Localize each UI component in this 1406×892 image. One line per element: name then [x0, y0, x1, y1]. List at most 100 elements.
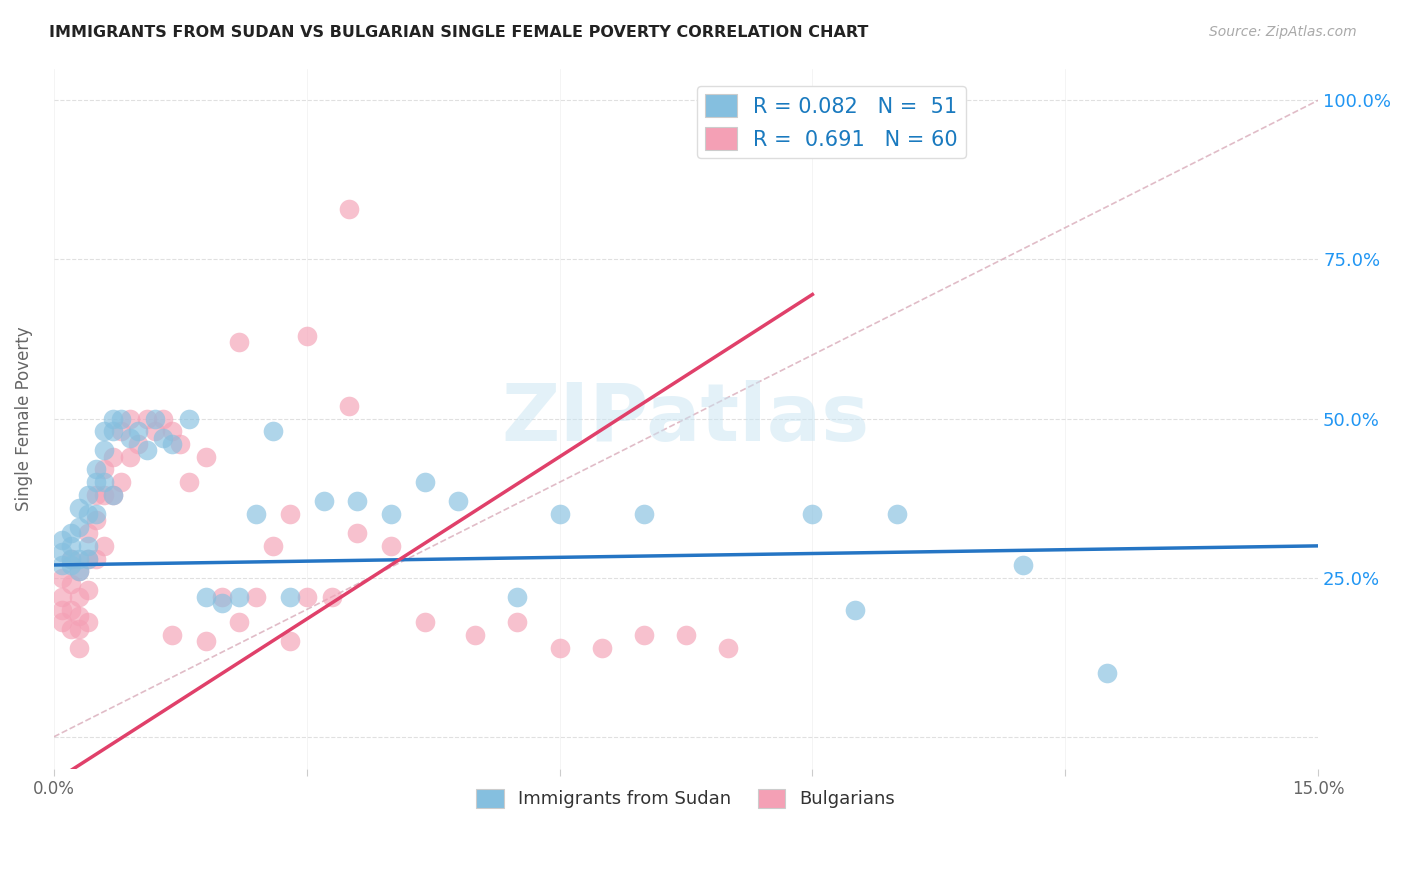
- Point: [169, 437, 191, 451]
- Point: [591, 640, 613, 655]
- Point: [101, 450, 124, 464]
- Point: [110, 411, 132, 425]
- Point: [110, 475, 132, 490]
- Point: [506, 590, 529, 604]
- Point: [548, 507, 571, 521]
- Point: [84, 513, 107, 527]
- Point: [675, 628, 697, 642]
- Point: [135, 411, 157, 425]
- Point: [160, 437, 183, 451]
- Point: [93, 539, 115, 553]
- Point: [51, 558, 73, 572]
- Point: [76, 526, 98, 541]
- Point: [76, 488, 98, 502]
- Point: [194, 634, 217, 648]
- Point: [321, 590, 343, 604]
- Point: [101, 411, 124, 425]
- Point: [228, 335, 250, 350]
- Point: [337, 399, 360, 413]
- Point: [152, 431, 174, 445]
- Point: [51, 571, 73, 585]
- Point: [67, 622, 90, 636]
- Point: [76, 551, 98, 566]
- Point: [67, 608, 90, 623]
- Point: [262, 425, 284, 439]
- Point: [76, 583, 98, 598]
- Point: [1097, 666, 1119, 681]
- Point: [278, 634, 301, 648]
- Point: [67, 590, 90, 604]
- Point: [160, 628, 183, 642]
- Point: [67, 640, 90, 655]
- Point: [245, 590, 267, 604]
- Point: [127, 437, 149, 451]
- Point: [506, 615, 529, 630]
- Point: [127, 425, 149, 439]
- Point: [76, 539, 98, 553]
- Text: Source: ZipAtlas.com: Source: ZipAtlas.com: [1209, 25, 1357, 39]
- Point: [633, 507, 655, 521]
- Point: [84, 551, 107, 566]
- Point: [346, 494, 368, 508]
- Point: [143, 411, 166, 425]
- Point: [101, 488, 124, 502]
- Point: [76, 615, 98, 630]
- Point: [548, 640, 571, 655]
- Point: [51, 533, 73, 547]
- Point: [101, 488, 124, 502]
- Point: [886, 507, 908, 521]
- Legend: Immigrants from Sudan, Bulgarians: Immigrants from Sudan, Bulgarians: [470, 781, 903, 815]
- Point: [135, 443, 157, 458]
- Point: [228, 615, 250, 630]
- Point: [76, 507, 98, 521]
- Point: [1012, 558, 1035, 572]
- Point: [76, 551, 98, 566]
- Point: [93, 425, 115, 439]
- Y-axis label: Single Female Poverty: Single Female Poverty: [15, 326, 32, 511]
- Point: [143, 425, 166, 439]
- Point: [67, 500, 90, 515]
- Point: [295, 590, 318, 604]
- Point: [84, 462, 107, 476]
- Point: [245, 507, 267, 521]
- Point: [84, 475, 107, 490]
- Point: [717, 640, 740, 655]
- Point: [59, 526, 82, 541]
- Point: [211, 590, 233, 604]
- Text: IMMIGRANTS FROM SUDAN VS BULGARIAN SINGLE FEMALE POVERTY CORRELATION CHART: IMMIGRANTS FROM SUDAN VS BULGARIAN SINGL…: [49, 25, 869, 40]
- Point: [177, 475, 200, 490]
- Point: [59, 577, 82, 591]
- Point: [110, 425, 132, 439]
- Point: [59, 602, 82, 616]
- Point: [84, 507, 107, 521]
- Point: [380, 507, 402, 521]
- Point: [152, 411, 174, 425]
- Point: [160, 425, 183, 439]
- Point: [118, 411, 141, 425]
- Point: [101, 425, 124, 439]
- Point: [59, 551, 82, 566]
- Point: [93, 475, 115, 490]
- Point: [211, 596, 233, 610]
- Point: [118, 450, 141, 464]
- Text: ZIPatlas: ZIPatlas: [502, 380, 870, 458]
- Point: [93, 443, 115, 458]
- Point: [278, 507, 301, 521]
- Point: [262, 539, 284, 553]
- Point: [51, 615, 73, 630]
- Point: [93, 462, 115, 476]
- Point: [51, 590, 73, 604]
- Point: [337, 202, 360, 216]
- Point: [312, 494, 335, 508]
- Point: [59, 539, 82, 553]
- Point: [413, 615, 436, 630]
- Point: [67, 520, 90, 534]
- Point: [118, 431, 141, 445]
- Point: [228, 590, 250, 604]
- Point: [801, 507, 824, 521]
- Point: [380, 539, 402, 553]
- Point: [413, 475, 436, 490]
- Point: [51, 602, 73, 616]
- Point: [67, 565, 90, 579]
- Point: [84, 488, 107, 502]
